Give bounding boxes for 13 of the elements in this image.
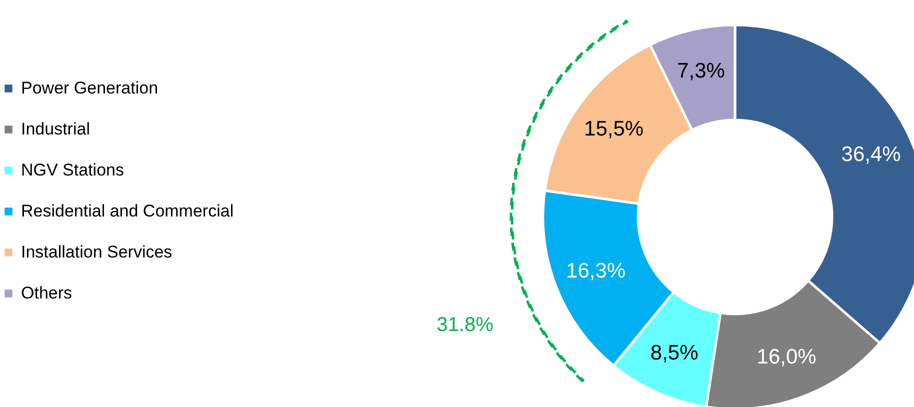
data-label: 15,5%	[584, 118, 644, 141]
legend-label: Others	[21, 284, 72, 302]
legend-label: Power Generation	[21, 78, 158, 98]
data-label: 36,4%	[841, 143, 901, 166]
data-label: 16,0%	[756, 345, 816, 368]
legend-label: Residential and Commercial	[21, 202, 234, 220]
data-label: 7,3%	[677, 59, 725, 82]
legend-label: Installation Services	[21, 242, 172, 262]
legend-label: Industrial	[21, 120, 90, 138]
legend-label: NGV Stations	[21, 160, 124, 180]
data-label: 8,5%	[650, 342, 698, 365]
data-label: 16,3%	[566, 260, 626, 283]
text: 31.8%	[436, 314, 494, 336]
